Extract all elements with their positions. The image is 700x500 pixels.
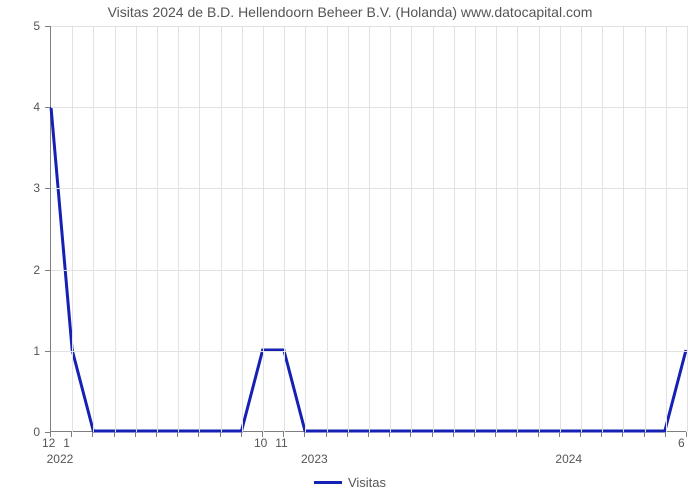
gridline-vertical	[115, 26, 116, 432]
x-tick-mark	[453, 432, 454, 437]
gridline-vertical	[242, 26, 243, 432]
gridline-vertical	[602, 26, 603, 432]
gridline-vertical	[178, 26, 179, 432]
x-tick-mark	[198, 432, 199, 437]
y-tick-label: 0	[0, 425, 40, 439]
gridline-vertical	[454, 26, 455, 432]
gridline-vertical	[72, 26, 73, 432]
x-tick-mark	[601, 432, 602, 437]
x-tick-mark	[135, 432, 136, 437]
legend-swatch-icon	[314, 481, 342, 484]
gridline-vertical	[305, 26, 306, 432]
gridline-vertical	[136, 26, 137, 432]
gridline-vertical	[369, 26, 370, 432]
x-tick-label-month: 6	[678, 436, 685, 450]
gridline-vertical	[411, 26, 412, 432]
gridline-vertical	[560, 26, 561, 432]
gridline-vertical	[623, 26, 624, 432]
x-tick-mark	[686, 432, 687, 437]
gridline-vertical	[539, 26, 540, 432]
y-tick-mark	[45, 188, 50, 189]
gridline-vertical	[348, 26, 349, 432]
gridline-vertical	[475, 26, 476, 432]
x-tick-mark	[474, 432, 475, 437]
x-tick-label-month: 11	[275, 436, 287, 450]
chart-legend: Visitas	[0, 472, 700, 490]
x-tick-mark	[410, 432, 411, 437]
x-tick-mark	[220, 432, 221, 437]
gridline-vertical	[221, 26, 222, 432]
gridline-vertical	[93, 26, 94, 432]
x-tick-mark	[368, 432, 369, 437]
gridline-horizontal	[51, 188, 687, 189]
visits-line-chart: Visitas 2024 de B.D. Hellendoorn Beheer …	[0, 0, 700, 500]
x-tick-mark	[495, 432, 496, 437]
x-tick-label-month: 1	[63, 436, 70, 450]
gridline-vertical	[263, 26, 264, 432]
gridline-vertical	[687, 26, 688, 432]
legend-label: Visitas	[348, 475, 386, 490]
y-tick-mark	[45, 107, 50, 108]
gridline-vertical	[284, 26, 285, 432]
gridline-vertical	[581, 26, 582, 432]
x-tick-mark	[516, 432, 517, 437]
x-tick-mark	[177, 432, 178, 437]
y-tick-mark	[45, 432, 50, 433]
x-tick-label-month: 12	[42, 436, 55, 450]
x-tick-mark	[580, 432, 581, 437]
gridline-vertical	[199, 26, 200, 432]
x-tick-mark	[432, 432, 433, 437]
x-tick-label-month: 10	[254, 436, 267, 450]
gridline-horizontal	[51, 26, 687, 27]
x-tick-mark	[71, 432, 72, 437]
x-tick-mark	[665, 432, 666, 437]
x-tick-mark	[389, 432, 390, 437]
gridline-vertical	[157, 26, 158, 432]
x-tick-mark	[559, 432, 560, 437]
y-tick-label: 3	[0, 181, 40, 195]
x-tick-mark	[241, 432, 242, 437]
y-tick-mark	[45, 270, 50, 271]
gridline-vertical	[390, 26, 391, 432]
legend-item-visitas: Visitas	[314, 475, 386, 490]
y-tick-label: 1	[0, 344, 40, 358]
gridline-vertical	[433, 26, 434, 432]
x-tick-mark	[92, 432, 93, 437]
y-tick-mark	[45, 351, 50, 352]
y-tick-label: 4	[0, 100, 40, 114]
y-tick-mark	[45, 26, 50, 27]
x-tick-mark	[347, 432, 348, 437]
y-tick-label: 2	[0, 263, 40, 277]
x-tick-mark	[114, 432, 115, 437]
x-tick-mark	[156, 432, 157, 437]
gridline-vertical	[496, 26, 497, 432]
x-tick-mark	[644, 432, 645, 437]
gridline-horizontal	[51, 107, 687, 108]
gridline-vertical	[327, 26, 328, 432]
x-tick-label-year: 2023	[301, 452, 328, 466]
x-tick-mark	[326, 432, 327, 437]
gridline-horizontal	[51, 351, 687, 352]
gridline-vertical	[645, 26, 646, 432]
x-tick-mark	[538, 432, 539, 437]
gridline-horizontal	[51, 270, 687, 271]
gridline-vertical	[666, 26, 667, 432]
y-tick-label: 5	[0, 19, 40, 33]
gridline-vertical	[517, 26, 518, 432]
x-tick-mark	[304, 432, 305, 437]
x-tick-mark	[622, 432, 623, 437]
x-tick-label-year: 2024	[555, 452, 582, 466]
plot-area	[50, 26, 686, 432]
chart-title: Visitas 2024 de B.D. Hellendoorn Beheer …	[0, 4, 700, 20]
x-tick-label-year: 2022	[47, 452, 74, 466]
